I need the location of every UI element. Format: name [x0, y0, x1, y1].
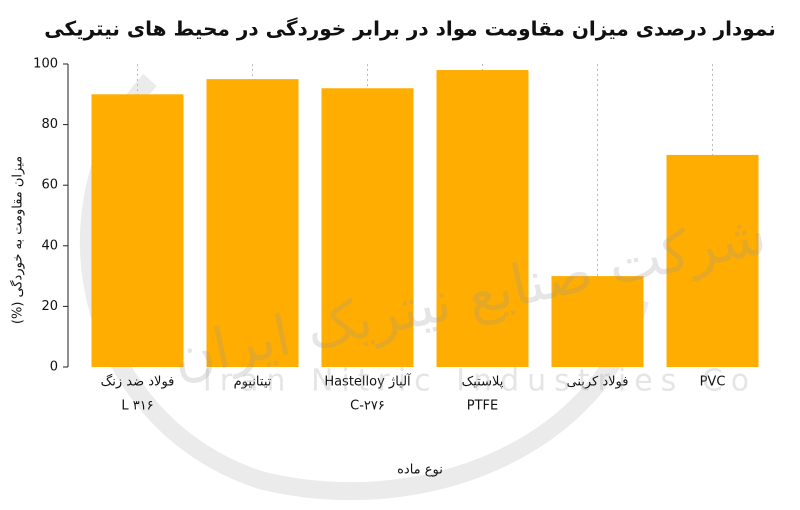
y-axis-label: میزان مقاومت به خوردگی (%) [10, 156, 26, 324]
y-tick-label: 60 [41, 178, 58, 193]
x-tick-label: فولاد ضد زنگ [101, 374, 175, 390]
bar [551, 276, 644, 367]
bar [91, 94, 184, 368]
watermark-arc [80, 73, 649, 501]
bar [666, 154, 759, 367]
x-tick-label: فولاد کربنی [566, 375, 628, 390]
bar [206, 79, 299, 368]
x-tick-label: PTFE [467, 399, 498, 414]
y-tick-label: 40 [41, 238, 58, 253]
bar [321, 88, 414, 368]
x-tick-label: PVC [700, 375, 726, 390]
y-tick-label: 80 [41, 117, 58, 132]
x-tick-label: تیتانیوم [234, 375, 272, 390]
watermark: Iran Nitric Industries Co [203, 364, 757, 399]
y-tick-label: 20 [41, 299, 58, 314]
x-axis-label: نوع ماده [397, 463, 443, 478]
x-tick-label: C-۲۷۶ [350, 399, 385, 414]
plot: 0 20 40 60 80 100 فولاد ضد زنگ ۳۱۶ L تیتانیوم آلی… [33, 57, 759, 414]
x-tick-label: پلاستیک [462, 375, 504, 390]
chart-title: نمودار درصدی میزان مقاومت مواد در برابر … [44, 17, 776, 41]
y-tick-label: 0 [50, 360, 58, 375]
bar [436, 70, 529, 367]
x-tick-label: آلیاژ Hastelloy [324, 373, 412, 390]
y-tick-label: 100 [33, 57, 58, 72]
x-tick-label: ۳۱۶ L [121, 399, 153, 414]
